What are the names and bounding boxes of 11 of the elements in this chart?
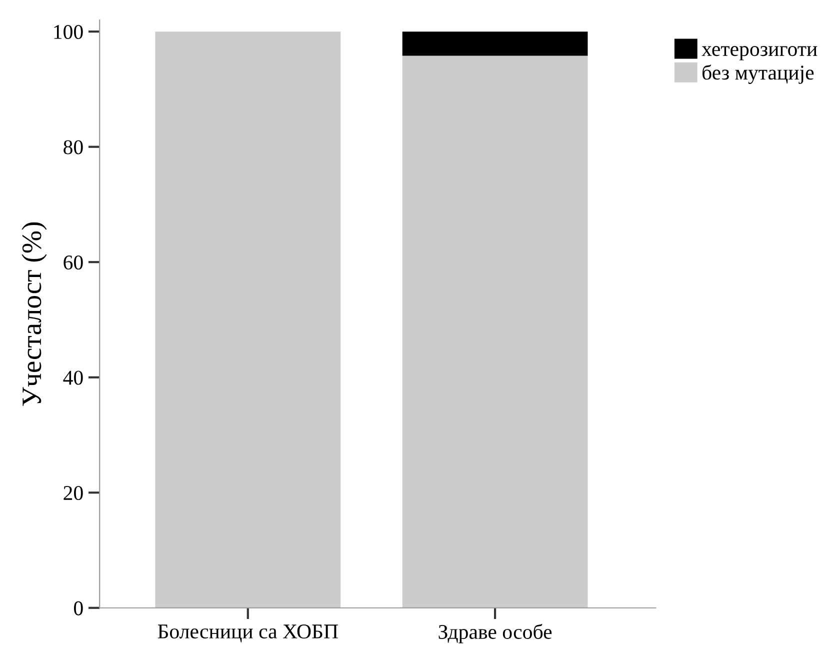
y-tick-label: 100	[54, 24, 83, 39]
y-tick-label: 40	[63, 370, 83, 385]
x-tick-label: Болесници са ХОБП	[158, 624, 338, 642]
legend-label: без мутације	[702, 64, 814, 84]
legend-label: хетерозиготи	[702, 46, 818, 60]
y-tick-label: 80	[64, 140, 83, 154]
y-tick-label: 20	[64, 486, 83, 500]
x-tick-label: Здраве особе	[438, 624, 552, 644]
y-axis-title: Учесталост (%)	[22, 222, 47, 406]
y-tick-label: 60	[64, 255, 83, 270]
y-tick-label: 0	[74, 601, 83, 616]
